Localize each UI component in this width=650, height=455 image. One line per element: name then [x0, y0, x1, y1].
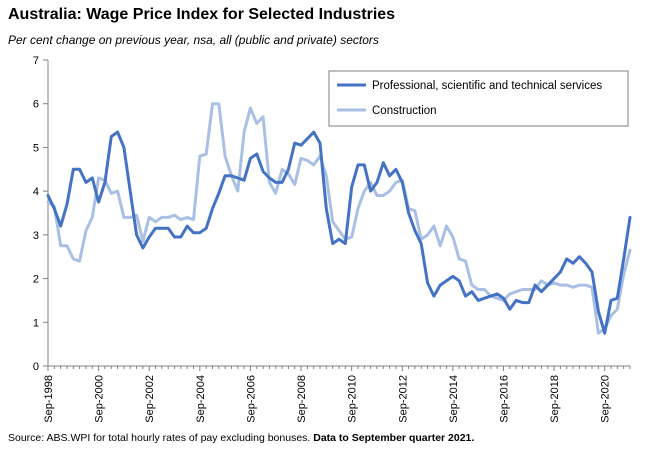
series-line-professional-scientific-and-technical-services: [46, 130, 632, 335]
x-tick-label: Sep-2016: [498, 375, 510, 423]
chart-subtitle: Per cent change on previous year, nsa, a…: [8, 33, 379, 47]
x-tick-label: Sep-2000: [94, 375, 106, 423]
axes: 0 1 2 3 4 5 6 7 Sep-1998 Sep-2000 Sep-2002 Sep-2004…: [33, 55, 631, 423]
x-tick-label: Sep-2012: [397, 375, 409, 423]
x-tick-label: Sep-1998: [43, 375, 55, 423]
source-text: Source: ABS.WPI for total hourly rates o…: [8, 432, 311, 444]
y-tick-label: 3: [33, 230, 39, 242]
x-tick-label: Sep-2018: [549, 375, 561, 423]
legend: Professional, scientific and technical s…: [328, 70, 629, 127]
legend-label-professional-scientific-and-technical-services: Professional, scientific and technical s…: [372, 80, 602, 92]
chart-title: Australia: Wage Price Index for Selected…: [8, 6, 396, 23]
y-tick-label: 6: [33, 99, 39, 111]
x-tick-label: Sep-2010: [347, 375, 359, 423]
x-tick-label: Sep-2014: [448, 375, 460, 423]
x-tick-label: Sep-2008: [296, 375, 308, 423]
y-tick-label: 7: [33, 55, 39, 67]
y-tick-label: 2: [33, 274, 39, 286]
series-layer: [46, 102, 632, 335]
y-tick-label: 4: [33, 186, 39, 198]
y-tick-label: 0: [33, 361, 39, 373]
legend-label-construction: Construction: [372, 105, 437, 117]
x-tick-label: Sep-2020: [600, 375, 612, 423]
x-tick-label: Sep-2006: [245, 375, 257, 423]
x-tick-label: Sep-2002: [144, 375, 156, 423]
y-tick-label: 5: [33, 142, 39, 154]
source-note: Source: ABS.WPI for total hourly rates o…: [8, 432, 474, 444]
y-tick-label: 1: [33, 317, 39, 329]
data-note: Data to September quarter 2021.: [313, 432, 475, 444]
x-tick-label: Sep-2004: [195, 375, 207, 423]
legend-box: [328, 70, 629, 127]
